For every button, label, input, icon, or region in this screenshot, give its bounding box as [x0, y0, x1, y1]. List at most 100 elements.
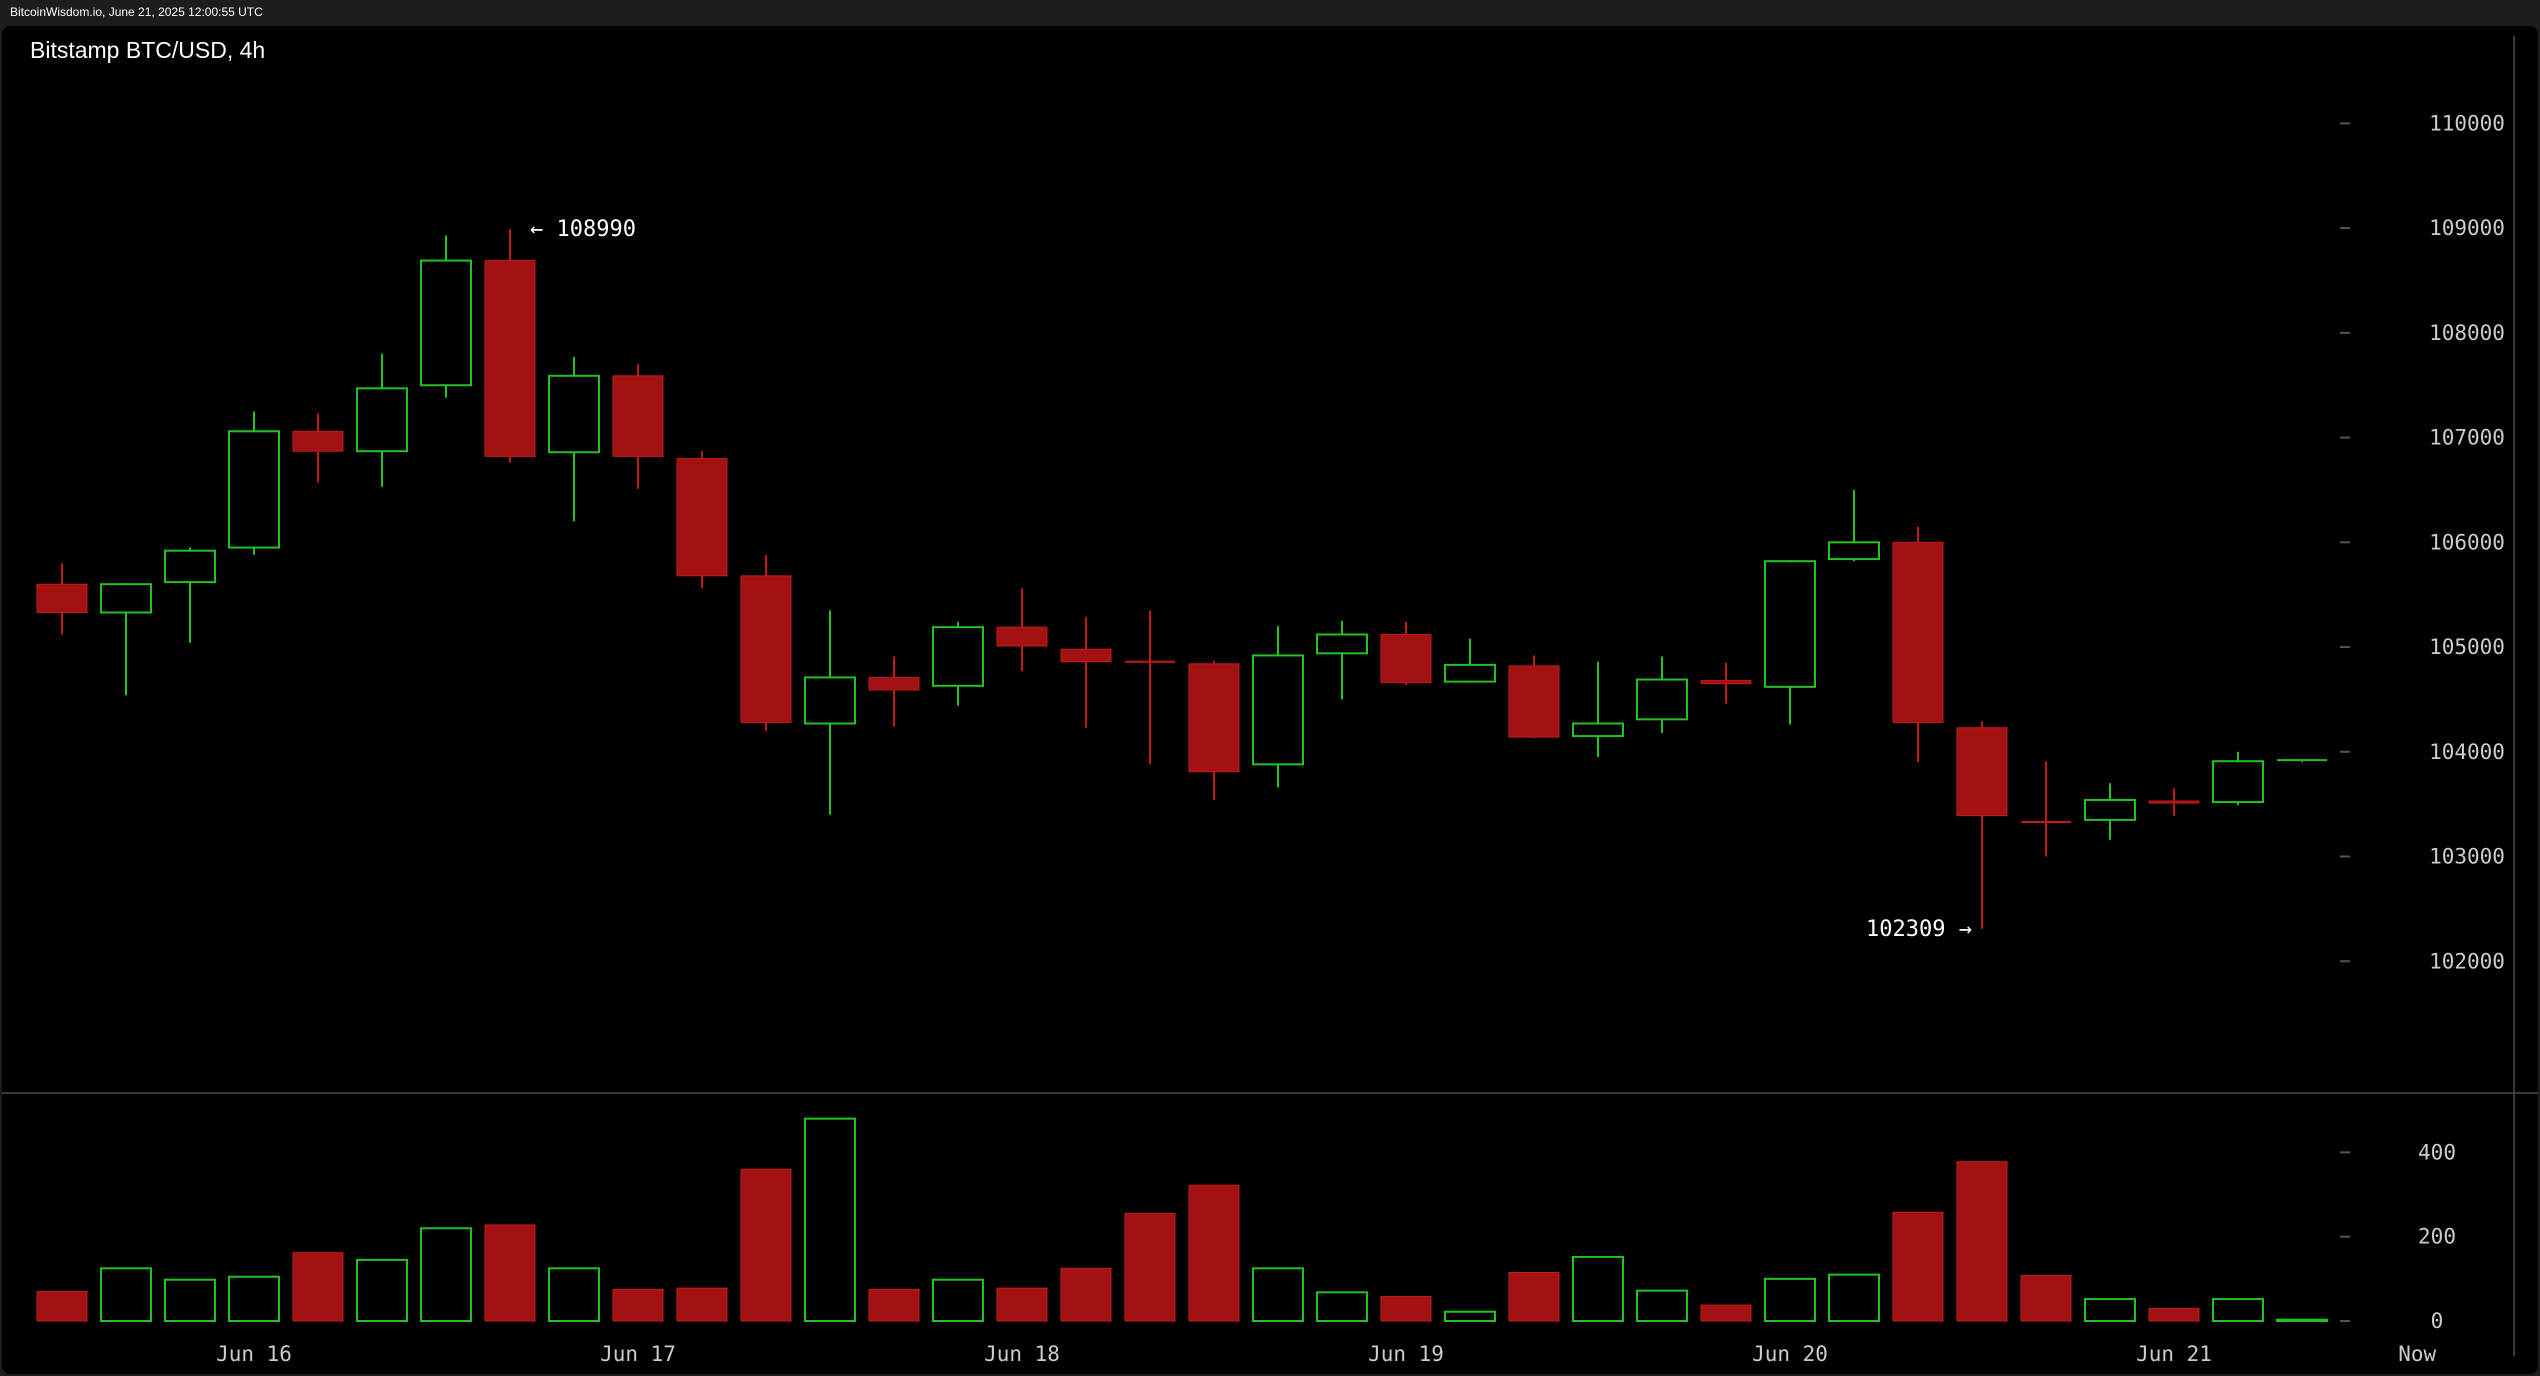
candle-down: [2021, 761, 2071, 857]
price-tick-label: 103000: [2429, 845, 2505, 869]
candle-body: [932, 626, 984, 687]
candle-up: [1572, 661, 1624, 758]
candle-body: [1700, 680, 1752, 685]
candle-down: [1188, 660, 1240, 800]
candle-up: [1252, 626, 1304, 788]
candle-body: [1188, 663, 1240, 773]
candle-body: [2084, 798, 2136, 821]
candlestick-chart: Bitstamp BTC/USD, 4h 1020001030001040001…: [2, 36, 2538, 1366]
time-axis-label: Jun 18: [984, 1342, 1060, 1366]
volume-bar-down: [1508, 1272, 1560, 1322]
volume-axis: 0 200 400: [2340, 1140, 2456, 1333]
candle-up: [2212, 751, 2264, 806]
volume-bar-down: [292, 1252, 344, 1322]
candles-layer: [36, 229, 2327, 929]
volume-bar-down: [1700, 1304, 1752, 1322]
price-axis: 102000 103000 104000 105000 106000 107000 1080…: [2340, 111, 2505, 973]
candle-body: [996, 626, 1048, 647]
candle-body: [676, 458, 728, 577]
candle-down: [868, 656, 920, 727]
candle-body: [804, 676, 856, 725]
candle-down: [996, 588, 1048, 672]
candle-up: [164, 547, 216, 643]
chart-frame: Bitstamp BTC/USD, 4h 102000 103000 104000 1…: [2, 26, 2538, 1374]
volume-bar-up: [1572, 1255, 1624, 1322]
candle-down: [1125, 610, 1175, 765]
price-tick-label: 104000: [2429, 740, 2505, 764]
volume-bar-up: [100, 1267, 152, 1323]
candle-body: [1956, 727, 2008, 817]
candle-down: [1060, 616, 1112, 728]
time-axis-label: Jun 20: [1752, 1342, 1828, 1366]
candle-body: [2148, 800, 2200, 804]
annotations: ← 108990 102309 →: [530, 217, 1972, 942]
candle-body: [484, 260, 536, 457]
volume-tick-label: 200: [2418, 1225, 2456, 1249]
volume-bar-up: [1444, 1310, 1496, 1322]
candle-body: [1828, 541, 1880, 561]
candle-up: [356, 353, 408, 487]
candle-body: [2212, 760, 2264, 804]
volume-bar-up: [1828, 1273, 1880, 1322]
volume-bar-down: [996, 1287, 1048, 1322]
volume-bar-up: [932, 1278, 984, 1323]
candle-body: [868, 676, 920, 691]
candle-up: [228, 411, 280, 555]
volume-bar-up: [228, 1275, 280, 1323]
volume-bar-down: [2148, 1307, 2200, 1322]
volume-bar-up: [548, 1267, 600, 1323]
candle-body: [1380, 633, 1432, 684]
candle-up: [2084, 783, 2136, 840]
candle-down: [1956, 721, 2008, 929]
time-axis-label: Now: [2398, 1342, 2436, 1366]
candle-down: [484, 229, 536, 463]
candle-body: [1572, 722, 1624, 738]
candle-up: [932, 621, 984, 706]
time-axis: Jun 16 Jun 17 Jun 18 Jun 19 Jun 20 Jun 21 Now: [216, 1342, 2436, 1366]
volume-bar-down: [1380, 1296, 1432, 1322]
time-axis-label: Jun 16: [216, 1342, 292, 1366]
volume-bar-down: [1956, 1161, 2008, 1322]
candle-down: [1700, 662, 1752, 704]
volume-bar-down: [1060, 1267, 1112, 1322]
candle-body: [612, 375, 664, 457]
volume-bar-down: [1188, 1184, 1240, 1322]
volume-bar-down: [676, 1287, 728, 1322]
volume-bars-layer: [36, 1117, 2328, 1323]
time-axis-label: Jun 17: [600, 1342, 676, 1366]
time-axis-label: Jun 21: [2136, 1342, 2212, 1366]
candle-body: [420, 259, 472, 387]
candle-up: [1316, 620, 1368, 700]
candle-up: [2277, 759, 2327, 763]
candle-body: [1060, 648, 1112, 663]
volume-bar-down: [1892, 1211, 1944, 1322]
candle-up: [1636, 656, 1688, 733]
volume-bar-up: [164, 1278, 216, 1323]
volume-bar-up: [2084, 1298, 2136, 1323]
candle-body: [228, 430, 280, 549]
candle-body: [1252, 654, 1304, 766]
candle-body: [36, 583, 88, 613]
candle-down: [36, 563, 88, 635]
candle-body: [548, 374, 600, 454]
price-tick-label: 107000: [2429, 426, 2505, 450]
candle-down: [292, 413, 344, 483]
volume-bar-down: [740, 1168, 792, 1322]
time-axis-label: Jun 19: [1368, 1342, 1444, 1366]
candle-up: [420, 235, 472, 398]
volume-bar-up: [2276, 1318, 2328, 1323]
candle-down: [740, 554, 792, 731]
price-tick-label: 105000: [2429, 635, 2505, 659]
candle-down: [676, 451, 728, 589]
candle-down: [612, 364, 664, 489]
candle-down: [1892, 526, 1944, 763]
candle-up: [1828, 489, 1880, 562]
candle-up: [804, 610, 856, 815]
candle-down: [1380, 621, 1432, 685]
price-tick-label: 108000: [2429, 321, 2505, 345]
header-bar: BitcoinWisdom.io, June 21, 2025 12:00:55…: [0, 0, 2540, 26]
high-price-annotation: ← 108990: [530, 217, 636, 242]
volume-bar-down: [868, 1288, 920, 1322]
candle-body: [1764, 560, 1816, 688]
candle-up: [1764, 560, 1816, 725]
